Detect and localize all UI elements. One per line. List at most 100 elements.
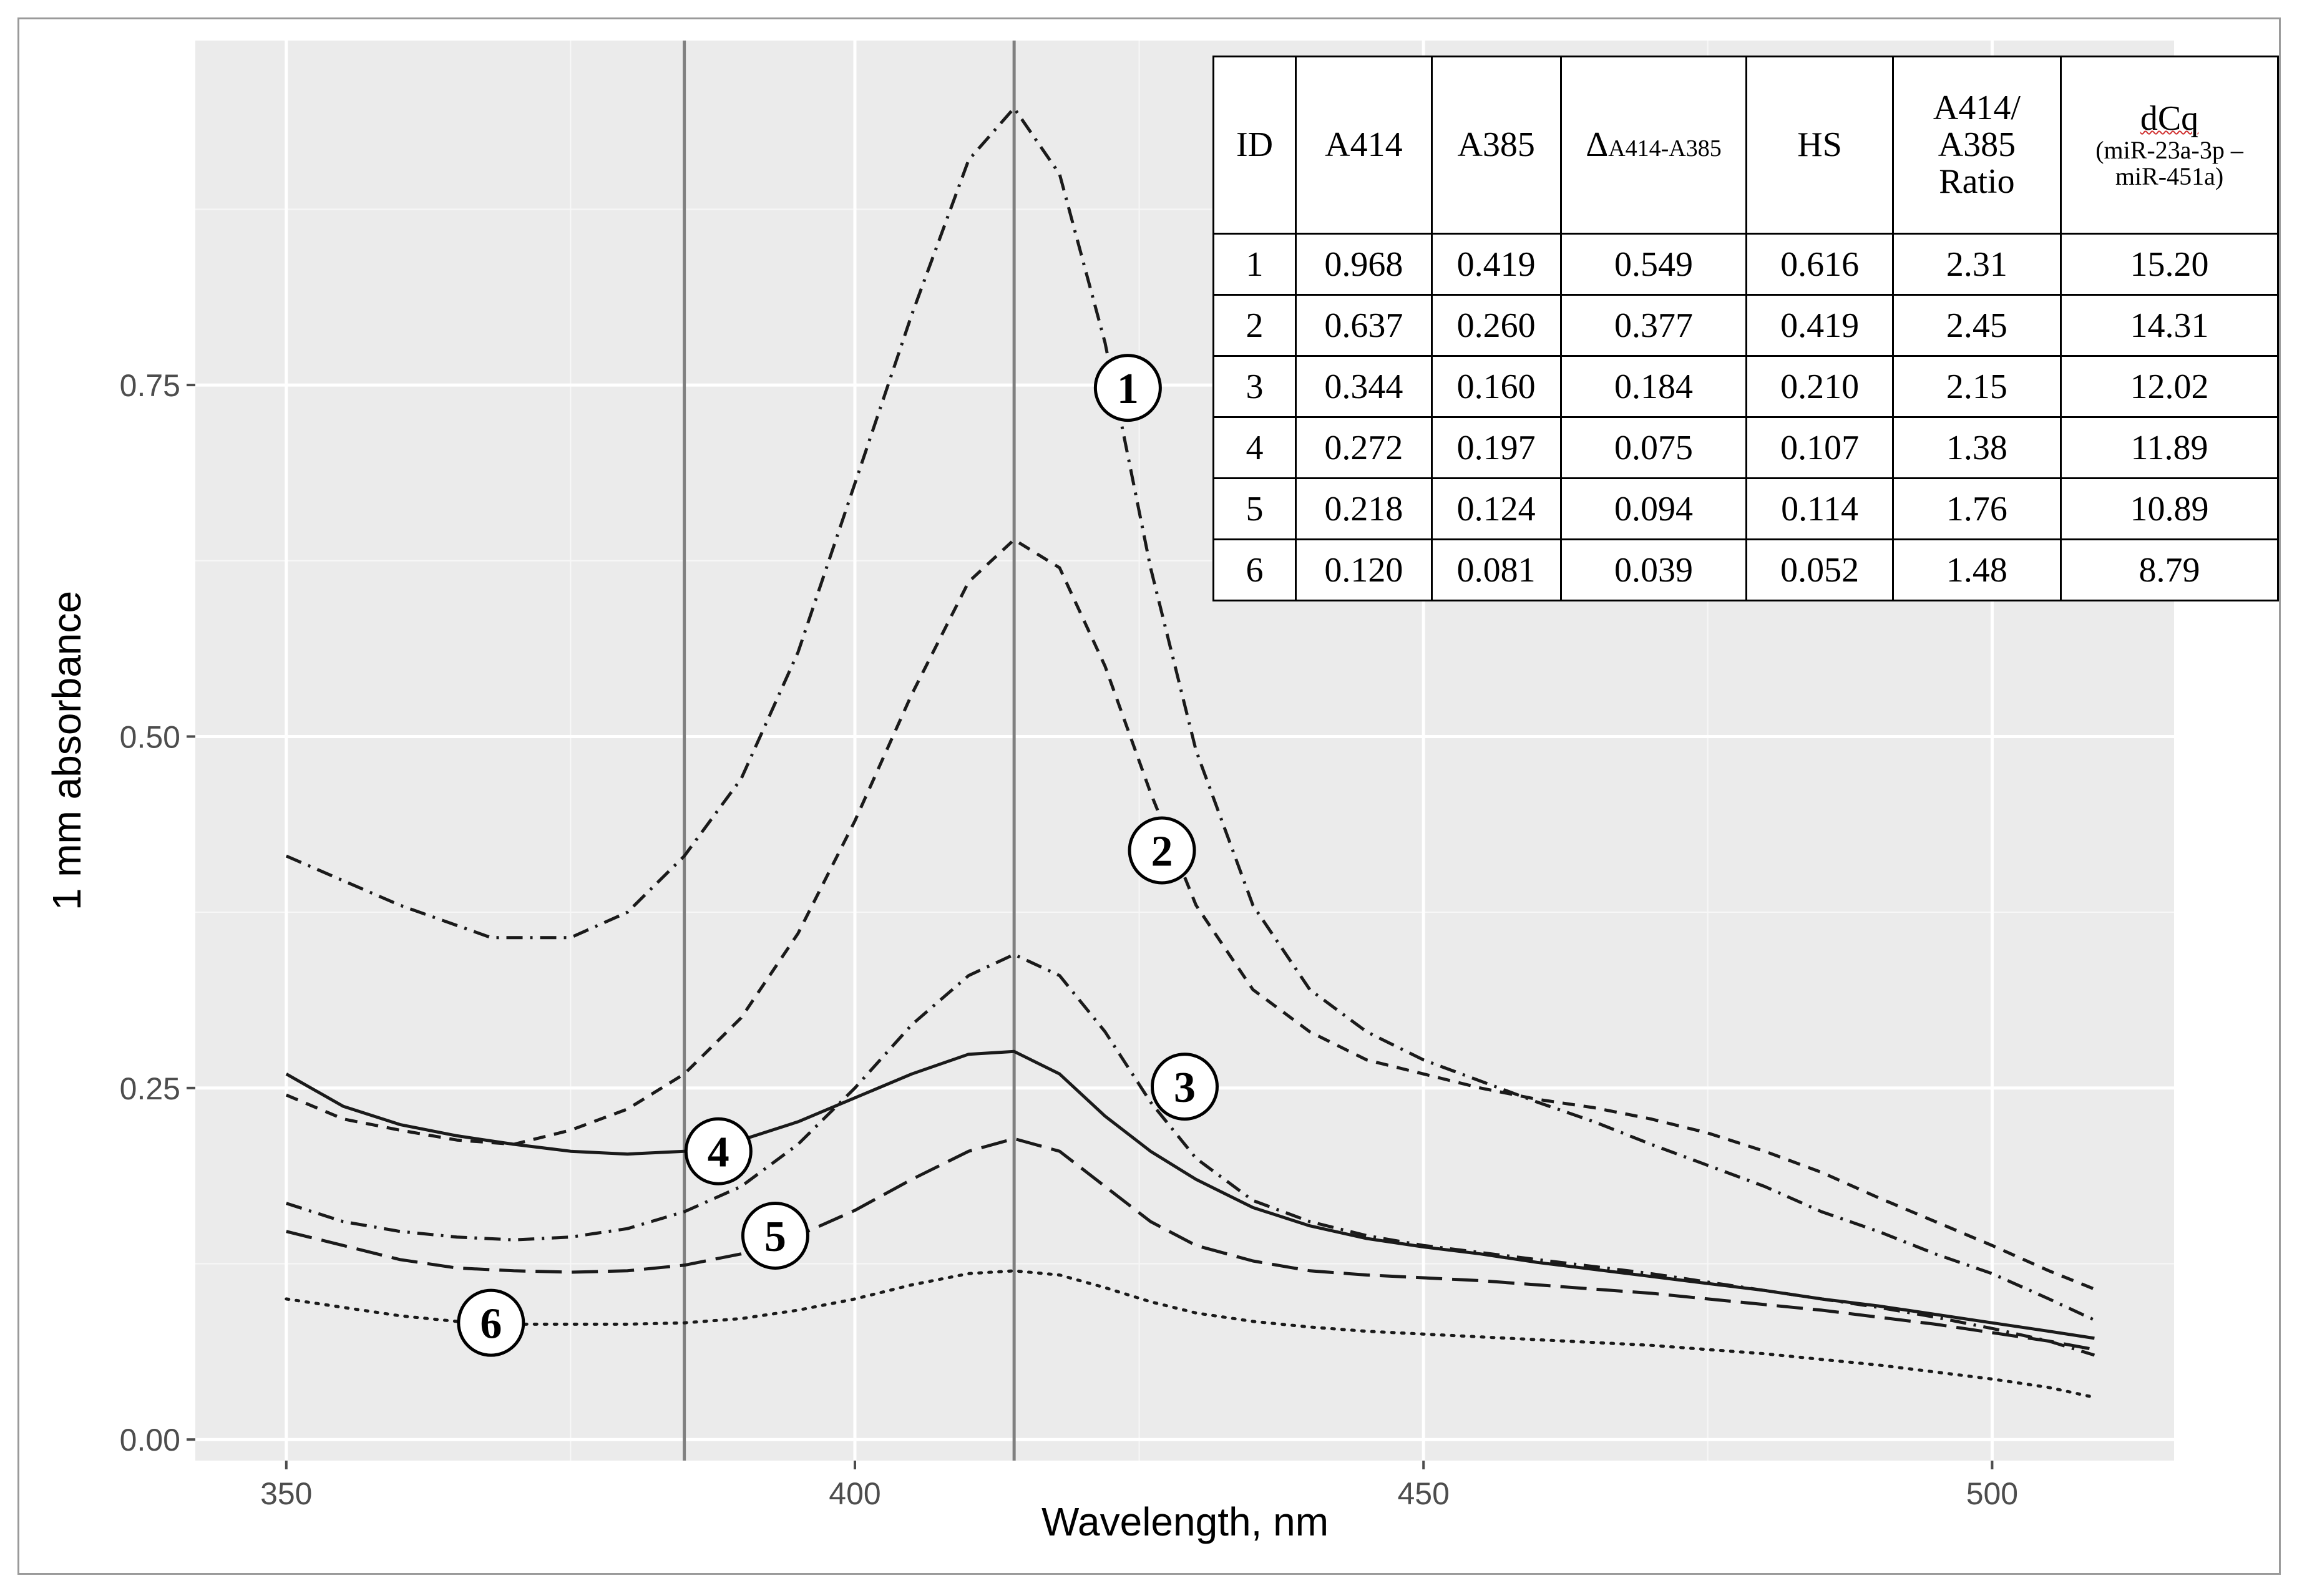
- reference-lines: [683, 41, 1016, 1461]
- table-header-row: ID A414 A385 ΔA414-A385 HS A414/A385 Rati…: [1212, 56, 2279, 235]
- cell-delta: 0.075: [1559, 416, 1748, 479]
- cell-id: 2: [1212, 294, 1297, 357]
- cell-dcq: 10.89: [2060, 477, 2279, 540]
- cell-a414: 0.344: [1295, 355, 1433, 418]
- x-axis-label: Wavelength, nm: [1041, 1499, 1329, 1544]
- header-ratio-line3: Ratio: [1939, 162, 2015, 201]
- cell-a385: 0.160: [1430, 355, 1562, 418]
- x-tick-label: 450: [1397, 1476, 1449, 1511]
- header-a385: A385: [1430, 56, 1562, 235]
- cell-a414: 0.120: [1295, 538, 1433, 601]
- series-line-1: [285, 106, 2095, 1321]
- series-line-4: [285, 1049, 2095, 1340]
- cell-dcq: 15.20: [2060, 233, 2279, 296]
- y-tick-label: 0.50: [120, 719, 180, 754]
- series-markers: 1 2 3 45 6: [457, 354, 1219, 1357]
- header-delta: ΔA414-A385: [1559, 56, 1748, 235]
- cell-dcq: 8.79: [2060, 538, 2279, 601]
- cell-hs: 0.419: [1745, 294, 1894, 357]
- marker-circle: [457, 1288, 525, 1357]
- cell-id: 1: [1212, 233, 1297, 296]
- header-dcq-title: dCq: [2140, 99, 2199, 139]
- cell-delta: 0.184: [1559, 355, 1748, 418]
- cell-dcq: 12.02: [2060, 355, 2279, 418]
- cell-delta: 0.549: [1559, 233, 1748, 296]
- cell-a385: 0.260: [1430, 294, 1562, 357]
- series-marker-2: 2: [1128, 816, 1196, 885]
- cell-hs: 0.107: [1745, 416, 1894, 479]
- header-ratio-line1: A414/: [1933, 89, 2021, 128]
- cell-hs: 0.052: [1745, 538, 1894, 601]
- table-row: 5 0.218 0.124 0.094 0.114 1.76 10.89: [1212, 477, 2279, 540]
- marker-label: 4: [708, 1129, 729, 1177]
- series-marker-6: 6: [457, 1288, 525, 1357]
- summary-table: ID A414 A385 ΔA414-A385 HS A414/A385 Rati…: [1212, 56, 2279, 601]
- cell-id: 3: [1212, 355, 1297, 418]
- cell-a414: 0.272: [1295, 416, 1433, 479]
- cell-dcq: 14.31: [2060, 294, 2279, 357]
- table-row: 6 0.120 0.081 0.039 0.052 1.48 8.79: [1212, 538, 2279, 601]
- series-marker-5: 5: [741, 1201, 809, 1270]
- header-dcq: dCq (miR-23a-3p – miR-451a): [2060, 56, 2279, 235]
- marker-circle: [1128, 816, 1196, 885]
- x-tick-label: 350: [260, 1476, 312, 1511]
- series-marker-4: 4: [684, 1117, 753, 1185]
- marker-circle: [684, 1117, 753, 1185]
- delta-symbol: Δ: [1586, 125, 1609, 165]
- y-axis-label: 1 mm absorbance: [44, 591, 89, 910]
- cell-a385: 0.081: [1430, 538, 1562, 601]
- axis-ticks: 350 400 450 500 0.00 0.25 0.50 0.75: [120, 368, 2018, 1511]
- cell-delta: 0.039: [1559, 538, 1748, 601]
- table-row: 4 0.272 0.197 0.075 0.107 1.38 11.89: [1212, 416, 2279, 479]
- cell-hs: 0.114: [1745, 477, 1894, 540]
- cell-a414: 0.218: [1295, 477, 1433, 540]
- cell-hs: 0.616: [1745, 233, 1894, 296]
- marker-label: 2: [1151, 827, 1173, 875]
- cell-delta: 0.377: [1559, 294, 1748, 357]
- cell-a385: 0.197: [1430, 416, 1562, 479]
- series-line-6: [285, 1269, 2096, 1399]
- header-id: ID: [1212, 56, 1297, 235]
- y-tick-label: 0.25: [120, 1071, 180, 1106]
- cell-ratio: 1.76: [1891, 477, 2062, 540]
- header-hs: HS: [1745, 56, 1894, 235]
- table-row: 3 0.344 0.160 0.184 0.210 2.15 12.02: [1212, 355, 2279, 418]
- header-a414: A414: [1295, 56, 1433, 235]
- table-row: 1 0.968 0.419 0.549 0.616 2.31 15.20: [1212, 233, 2279, 296]
- cell-id: 6: [1212, 538, 1297, 601]
- cell-ratio: 2.45: [1891, 294, 2062, 357]
- x-tick-label: 500: [1966, 1476, 2018, 1511]
- y-tick-label: 0.75: [120, 368, 180, 403]
- series-line-5: [286, 1137, 2095, 1351]
- cell-a385: 0.419: [1430, 233, 1562, 296]
- marker-circle: [1093, 354, 1162, 422]
- header-ratio-line2: A385: [1938, 125, 2016, 165]
- cell-id: 4: [1212, 416, 1297, 479]
- cell-a414: 0.968: [1295, 233, 1433, 296]
- series-group: [285, 106, 2096, 1399]
- cell-dcq: 11.89: [2060, 416, 2279, 479]
- header-dcq-line2: (miR-23a-3p –: [2095, 135, 2243, 164]
- cell-ratio: 2.31: [1891, 233, 2062, 296]
- marker-circle: [1151, 1053, 1219, 1121]
- table-row: 2 0.637 0.260 0.377 0.419 2.45 14.31: [1212, 294, 2279, 357]
- header-dcq-line3: miR-451a): [2115, 162, 2224, 190]
- cell-a414: 0.637: [1295, 294, 1433, 357]
- marker-label: 3: [1174, 1064, 1196, 1112]
- series-marker-1: 1: [1093, 354, 1162, 422]
- cell-id: 5: [1212, 477, 1297, 540]
- cell-delta: 0.094: [1559, 477, 1748, 540]
- x-tick-label: 400: [829, 1476, 880, 1511]
- cell-hs: 0.210: [1745, 355, 1894, 418]
- y-tick-label: 0.00: [120, 1423, 180, 1457]
- marker-label: 6: [480, 1300, 502, 1348]
- cell-ratio: 1.38: [1891, 416, 2062, 479]
- marker-label: 5: [764, 1213, 786, 1261]
- marker-circle: [741, 1201, 809, 1270]
- delta-subscript: A414-A385: [1608, 135, 1722, 162]
- cell-ratio: 1.48: [1891, 538, 2062, 601]
- series-marker-3: 3: [1151, 1053, 1219, 1121]
- marker-label: 1: [1117, 365, 1139, 413]
- cell-ratio: 2.15: [1891, 355, 2062, 418]
